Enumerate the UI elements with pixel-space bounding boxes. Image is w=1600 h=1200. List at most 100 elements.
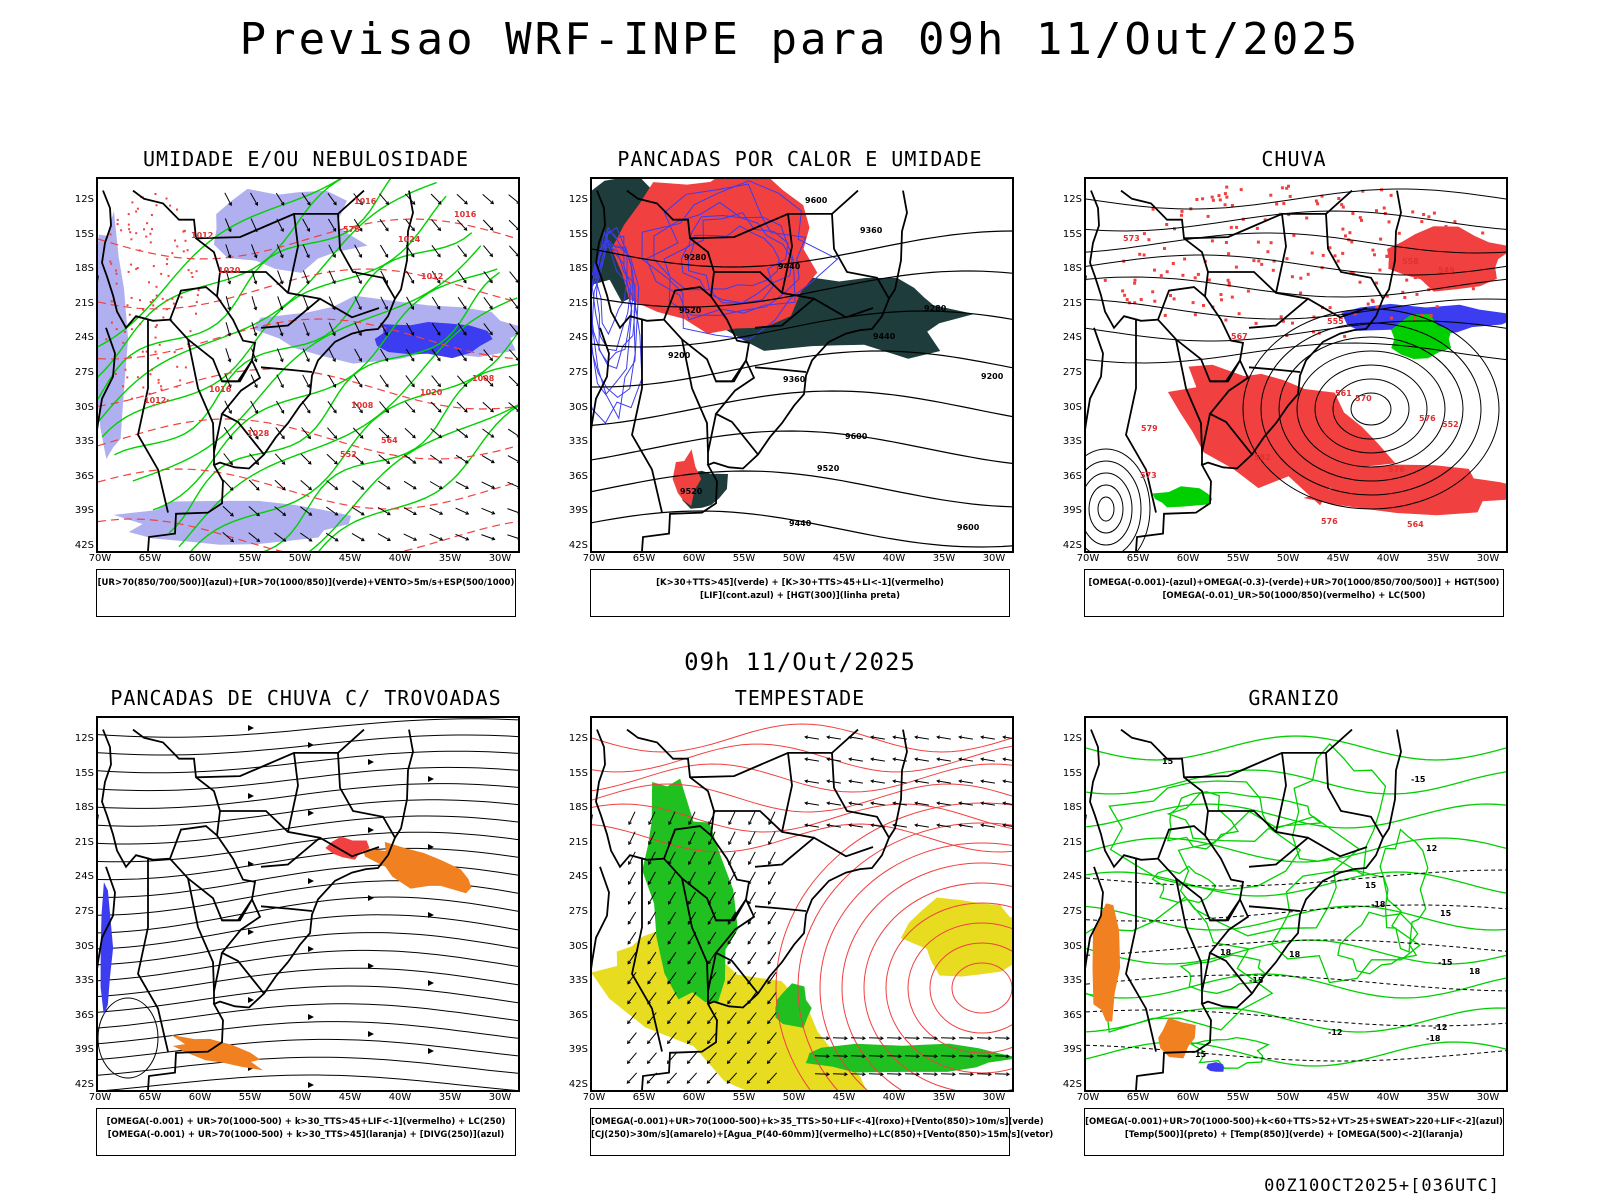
field-speck [189,330,192,333]
field-speck [148,281,150,284]
panel-tempestade: TEMPESTADE 12S 15S 18S 21S 24S 27S 30S 33S 36S 39S… [560,686,1053,1156]
wind-arrowhead [626,1040,631,1045]
field-speck [130,263,133,266]
wind-vector [353,374,363,388]
height-contour [1086,232,1506,254]
wind-arrowhead [826,757,831,762]
wind-arrowhead [936,735,941,740]
green-wind-area [642,778,738,1003]
wind-arrowhead [490,200,495,205]
wind-vector [687,951,697,965]
green-omega-area [1391,314,1452,359]
wind-vector [768,831,776,845]
field-speck [1432,211,1436,215]
wind-vector [431,296,441,310]
green-humidity-contour [178,297,518,548]
thickness-contour [98,468,518,510]
wind-vector [667,911,677,925]
wind-arrowhead [489,305,493,310]
field-speck [145,350,148,353]
wind-arrowhead [463,357,467,362]
wind-vector [707,992,717,1004]
field-speck [1348,231,1352,235]
latitude-tick-label: 18S [74,263,94,274]
field-speck [114,373,117,375]
latitude-tick-label: 33S [74,436,94,447]
wind-vector [507,428,518,437]
political-border [1175,878,1203,992]
wind-vector [509,323,518,335]
field-speck [1133,278,1137,282]
political-border [1208,810,1309,839]
field-speck [171,252,174,255]
wind-vector [431,349,441,361]
wind-vector [404,401,416,413]
field-speck [1191,301,1195,305]
wind-arrowhead [898,1072,902,1077]
wind-arrowhead [411,383,415,388]
wind-arrowhead [489,279,493,284]
wind-vector [456,401,468,413]
longitude-tick-label: 45W [1326,1092,1350,1103]
latitude-tick-label: 15S [74,768,94,779]
wind-arrowhead [358,280,362,285]
field-speck [1420,314,1424,318]
temperature-500-contour [1086,1044,1506,1062]
field-speck [1310,251,1314,255]
wind-vector [667,1012,677,1024]
wind-arrowhead [358,358,362,362]
field-speck [1237,312,1241,316]
field-speck [1389,193,1393,197]
orange-storm-area [362,841,472,894]
field-speck [129,231,132,234]
wind-vector [377,506,391,516]
wind-vector [688,871,696,885]
wind-arrowhead [306,254,310,259]
field-speck [158,343,161,346]
wind-arrowhead [646,1060,651,1065]
wind-vector [223,453,233,465]
wind-arrowhead [766,1080,771,1084]
latitude-tick-label: 27S [74,906,94,917]
wind-arrowhead [844,1036,848,1041]
wind-arrowhead [360,460,364,465]
wind-arrowhead [767,900,772,905]
wind-arrowhead [227,358,232,363]
latitude-tick-label: 21S [1062,837,1082,848]
field-speck [151,299,154,302]
wind-arrowhead [952,1054,956,1059]
field-speck [1403,296,1407,299]
wind-arrowhead [708,881,712,885]
wind-arrowhead [707,940,712,945]
field-speck [154,336,157,339]
wind-arrowhead [333,409,337,414]
wind-arrowhead [936,823,941,828]
height-contour [1086,298,1506,320]
field-speck [157,381,160,384]
wind-arrowhead [384,332,388,337]
streamline-arrow [368,827,374,833]
wind-vector [455,533,469,541]
blue-lif-contour [592,231,643,424]
temperature-850-contour [1086,1007,1506,1033]
political-border [1248,836,1368,868]
field-speck [1299,291,1303,295]
wind-vector [1003,736,1012,739]
wind-vector [379,374,389,388]
panel-title: TEMPESTADE [734,686,866,710]
wind-arrowhead [253,280,258,285]
wind-arrowhead [687,960,692,965]
wind-vector [248,479,260,491]
contour-label: 564 [381,436,398,445]
field-speck [1425,272,1429,275]
field-speck [195,270,198,273]
longitude-axis: 70W 65W 60W 55W 50W 45W 40W 35W 30W [583,1092,1010,1106]
latitude-tick-label: 42S [568,540,588,551]
wind-arrowhead [687,900,692,905]
green-wind-area [775,983,812,1028]
field-speck [1165,270,1169,274]
longitude-tick-label: 60W [682,553,706,564]
wind-vector [457,375,467,387]
wind-vector [959,736,973,740]
wind-arrowhead [706,1040,711,1045]
